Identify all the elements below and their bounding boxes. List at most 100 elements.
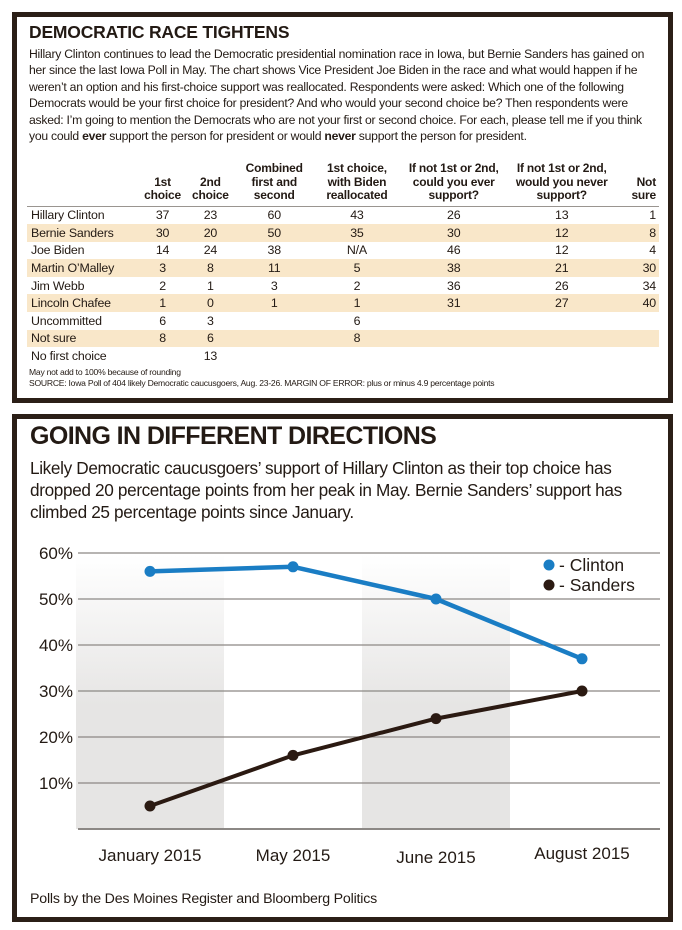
column-header: Combined first and second	[234, 161, 314, 207]
sanders-point	[576, 685, 588, 697]
column-header-line: choice	[144, 188, 181, 202]
chart-source: Polls by the Des Moines Register and Blo…	[30, 891, 378, 907]
table-cell: 35	[313, 224, 401, 242]
table-cell	[616, 347, 659, 365]
x-tick-label: May 2015	[256, 846, 331, 865]
table-cell: 34	[642, 278, 657, 293]
table-cell: 5	[313, 259, 401, 277]
column-header: 1st choice, with Biden reallocated	[313, 161, 401, 207]
x-tick-label: January 2015	[98, 846, 201, 865]
table-row: Martin O’Malley 3 8 11 5 38 21 30	[27, 259, 659, 277]
row-label: Bernie Sanders	[27, 224, 140, 242]
table-cell: N/A	[346, 243, 367, 258]
y-tick-label: 20%	[39, 728, 73, 747]
table-cell	[507, 312, 616, 330]
table-cell	[507, 347, 616, 365]
table-cell: 3	[207, 313, 214, 328]
row-label: Jim Webb	[31, 278, 85, 293]
x-tick-label: June 2015	[396, 848, 475, 867]
column-header-line: support?	[536, 188, 588, 202]
column-header-line: choice	[191, 188, 229, 202]
column-header: 2nd choice	[186, 162, 235, 207]
column-header-line: If not 1st or 2nd,	[408, 161, 499, 175]
poll-table-panel: DEMOCRATIC RACE TIGHTENS Hillary Clinton…	[12, 12, 673, 403]
table-cell: 8	[616, 224, 659, 242]
column-header-line: Combined	[245, 161, 303, 175]
column-header-line: 1st	[154, 174, 171, 189]
table-cell	[400, 312, 507, 330]
table-row: Uncommitted 6 3 6	[27, 312, 659, 330]
table-title: DEMOCRATIC RACE TIGHTENS	[29, 22, 290, 42]
intro-emphasis-never: never	[324, 129, 356, 144]
legend-label-sanders: - Sanders	[559, 575, 635, 595]
table-cell: 27	[507, 294, 617, 313]
column-header-line: second	[253, 188, 295, 202]
source-note: SOURCE: Iowa Poll of 404 likely Democrat…	[29, 378, 495, 388]
table-cell: 1	[207, 278, 214, 293]
table-cell: 8	[186, 259, 235, 277]
table-row: Hillary Clinton 37 23 60 43 26 13 1	[27, 206, 659, 224]
y-tick-label: 40%	[39, 636, 73, 655]
column-header: If not 1st or 2nd, could you ever support?	[400, 161, 508, 207]
column-header-line: could you ever	[412, 174, 495, 189]
clinton-point	[144, 565, 156, 577]
table-cell	[616, 329, 659, 348]
table-cell: 43	[350, 208, 364, 223]
clinton-point	[287, 561, 299, 573]
row-label: Not sure	[27, 329, 140, 348]
table-cell	[616, 312, 659, 330]
table-cell	[235, 312, 314, 330]
table-cell: 14	[155, 243, 170, 258]
table-cell: 26	[555, 278, 569, 293]
sanders-legend-dot	[543, 579, 555, 591]
column-header-line: sure	[631, 188, 656, 202]
row-label: No first choice	[31, 349, 107, 364]
table-cell	[400, 347, 507, 365]
column-header: 1st choice	[139, 162, 187, 207]
table-cell: 31	[400, 294, 508, 313]
column-header-line: first and	[251, 174, 297, 189]
table-cell: 30	[139, 224, 187, 242]
table-cell: 13	[203, 349, 218, 364]
table-cell: 26	[447, 208, 461, 223]
intro-text: Hillary Clinton continues to lead the De…	[29, 47, 645, 144]
table-cell: 36	[447, 278, 461, 293]
rounding-note: May not add to 100% because of rounding	[29, 367, 181, 377]
sanders-point	[430, 713, 442, 725]
y-tick-label: 30%	[39, 682, 73, 701]
table-cell: 46	[447, 243, 461, 258]
table-cell: 6	[186, 329, 235, 348]
table-footnotes: May not add to 100% because of rounding …	[29, 367, 495, 389]
chart-title: GOING IN DIFFERENT DIRECTIONS	[30, 422, 437, 450]
table-cell: 2	[353, 278, 361, 293]
row-label: Joe Biden	[31, 243, 85, 258]
clinton-point	[576, 653, 588, 665]
column-header-line: 2nd	[200, 174, 221, 189]
intro-text: support the person for president.	[355, 129, 527, 144]
table-row: Joe Biden 14 24 38 N/A 46 12 4	[27, 242, 659, 260]
line-chart: 10% 20% 30% 40% 50% 60% January 2015 May 2015 Ju…	[39, 544, 660, 867]
table-cell: 24	[203, 243, 218, 258]
column-header: If not 1st or 2nd, would you never support…	[507, 161, 617, 207]
table-cell: 38	[400, 259, 508, 277]
column-header-line: support?	[428, 188, 480, 202]
row-label: Hillary Clinton	[31, 208, 105, 223]
table-cell	[400, 329, 508, 348]
table-cell	[235, 347, 314, 365]
table-cell: 1	[649, 208, 656, 223]
table-cell: 50	[234, 224, 314, 242]
table-cell	[507, 329, 617, 348]
table-cell: 1	[234, 294, 314, 313]
table-row: Bernie Sanders 30 20 50 35 30 12 8	[27, 224, 659, 242]
sanders-point	[144, 800, 156, 812]
row-label: Lincoln Chafee	[27, 294, 140, 313]
clinton-point	[430, 593, 442, 605]
column-header-line: would you never	[515, 174, 608, 189]
table-cell: 1	[139, 294, 187, 313]
row-label: Uncommitted	[31, 313, 102, 328]
table-row: Jim Webb 2 1 3 2 36 26 34	[27, 277, 659, 295]
line-chart-panel: GOING IN DIFFERENT DIRECTIONS Likely Dem…	[12, 414, 673, 922]
y-tick-label: 10%	[39, 774, 73, 793]
table-cell: 38	[267, 243, 282, 258]
legend-label-clinton: - Clinton	[559, 555, 624, 575]
